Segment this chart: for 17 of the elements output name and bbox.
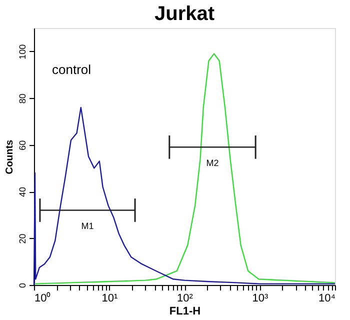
x-tick-label: 10⁴ <box>318 292 336 304</box>
annotation: M1 <box>81 221 94 232</box>
y-axis-title: Counts <box>4 139 16 174</box>
y-tick-label: 80 <box>18 94 28 104</box>
x-axis-title: FL1-H <box>169 306 201 318</box>
annotation: M2 <box>206 158 219 168</box>
y-tick-label: 100 <box>18 44 28 60</box>
chart-title: Jurkat <box>154 3 215 25</box>
x-tick-label: 10¹ <box>102 292 118 304</box>
y-tick-label: 0 <box>18 282 28 288</box>
annotation: control <box>52 62 92 77</box>
x-tick-label: 10⁰ <box>34 292 51 304</box>
x-tick-label: 10² <box>177 292 194 304</box>
y-tick-label: 20 <box>18 234 28 244</box>
y-tick-label: 40 <box>18 187 28 198</box>
y-tick-label: 60 <box>18 140 28 150</box>
x-tick-label: 10³ <box>252 292 269 304</box>
